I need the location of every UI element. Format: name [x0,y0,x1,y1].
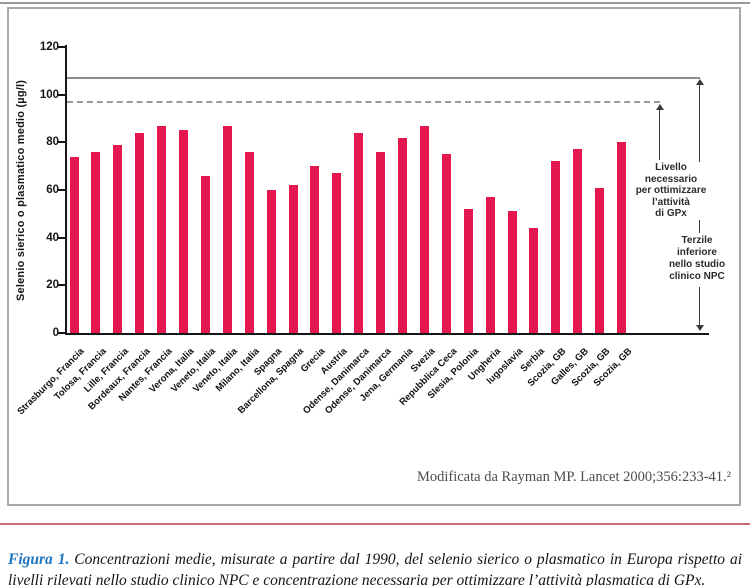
gpx-annotation-text: Livello necessario per ottimizzare l’attivi… [626,162,716,220]
bar [135,132,145,333]
bar [507,211,517,333]
annotation-line: Terzile [681,235,713,246]
y-axis-tick-label: 0 [52,327,59,339]
bar [595,187,605,333]
y-axis-tick [58,141,65,144]
bar [419,125,429,333]
y-axis-tick [58,332,65,334]
y-axis-tick-label: 120 [39,41,59,53]
bar [441,154,451,333]
npc-arrow-line-upper [699,84,700,233]
y-axis-tick [58,46,65,48]
bar [485,197,495,333]
bar [332,173,342,333]
annotation-line: l’attività [652,196,690,208]
y-axis-line [65,45,67,335]
bar [91,151,101,333]
bar [573,149,583,333]
annotation-line: nello studio [668,259,726,270]
y-axis-tick-label: 80 [46,136,59,149]
annotation-line: clinico NPC [669,271,725,282]
y-axis-tick-label: 40 [46,231,59,244]
bar [617,142,626,333]
bar [244,151,254,333]
bar-chart: Selenio sierico o plasmatico medio (µg/l… [9,9,739,504]
y-axis-tick-label: 60 [46,184,59,196]
bar [376,151,386,333]
y-axis-tick-label: 100 [39,88,59,101]
bar [551,161,561,333]
figure-caption: Figura 1. Concentrazioni medie, misurate… [8,549,742,586]
gpx-arrow-head-icon [656,104,664,110]
bar [69,156,79,333]
bar [200,175,210,333]
bar [266,190,276,333]
caption-divider-rule [0,523,750,525]
y-axis-tick [58,189,65,191]
bar [398,137,407,333]
npc-annotation-text: Terzile inferiore nello studio clinico NPC [657,235,737,283]
npc-arrow-line-lower [699,287,700,326]
figure-box: Selenio sierico o plasmatico medio (µg/l… [7,7,741,506]
bar [157,125,167,333]
gpx-arrow-line [659,109,660,160]
annotation-line: necessario [644,173,698,185]
bar [113,144,123,333]
figure-caption-label: Figura 1. [8,550,70,568]
bar [179,130,188,333]
bar [288,185,298,333]
top-rule [0,2,750,4]
bar [310,166,320,333]
y-axis-tick [58,284,65,287]
annotation-line: per ottimizzare [635,185,707,196]
annotation-line: di GPx [655,208,687,219]
reference-line-gpx-level [67,100,660,103]
npc-arrow-top-head-icon [696,79,704,85]
bar [222,125,232,333]
y-axis-tick [58,93,65,96]
reference-line-npc-tertile [67,76,700,79]
bar [463,209,473,333]
npc-arrow-bottom-head-icon [696,325,704,331]
bar [529,228,539,333]
annotation-line: inferiore [676,247,717,258]
y-axis-tick-label: 20 [46,279,59,292]
annotation-line: Livello [655,162,687,173]
figure-caption-text: Concentrazioni medie, misurate a partire… [8,550,742,586]
x-axis-baseline [65,333,709,335]
source-credit: Modificata da Rayman MP. Lancet 2000;356… [416,469,731,485]
bar [354,132,364,333]
y-axis-tick [58,236,65,239]
